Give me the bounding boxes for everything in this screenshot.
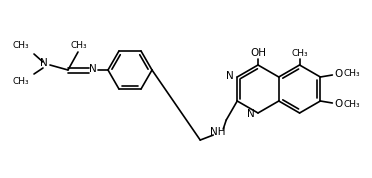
- Text: N: N: [40, 58, 48, 68]
- Text: NH: NH: [211, 127, 226, 137]
- Text: N: N: [226, 71, 234, 81]
- Text: N: N: [247, 109, 255, 119]
- Text: CH₃: CH₃: [291, 49, 308, 59]
- Text: CH₃: CH₃: [13, 41, 29, 51]
- Text: CH₃: CH₃: [343, 100, 360, 109]
- Text: O: O: [334, 69, 343, 79]
- Text: O: O: [334, 99, 343, 109]
- Text: N: N: [89, 64, 97, 74]
- Text: OH: OH: [250, 48, 266, 58]
- Text: CH₃: CH₃: [71, 41, 87, 49]
- Text: CH₃: CH₃: [343, 69, 360, 78]
- Text: CH₃: CH₃: [13, 77, 29, 87]
